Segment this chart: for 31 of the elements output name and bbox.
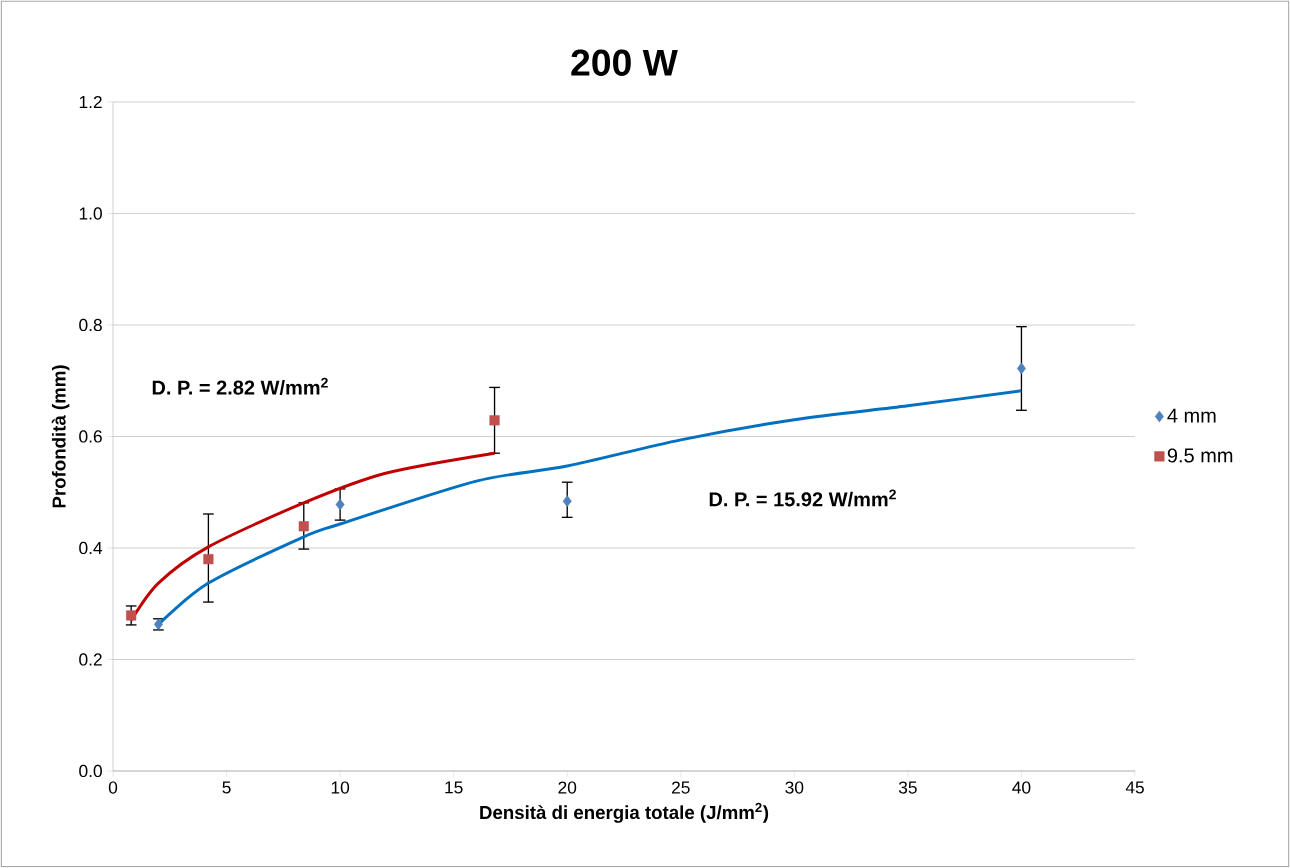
y-axis-title: Profondità (mm) <box>51 365 70 508</box>
y-tick-label: 0.8 <box>79 318 102 332</box>
x-tick-label: 25 <box>672 781 690 794</box>
x-tick-label: 10 <box>331 781 350 794</box>
legend-label: 9.5 mm <box>1167 448 1233 463</box>
y-tick-label: 0.4 <box>79 541 103 555</box>
point <box>126 610 137 621</box>
y-tick-label: 0.6 <box>79 430 102 443</box>
legend-label: 4 mm <box>1167 408 1216 423</box>
x-tick-label: 40 <box>1012 781 1031 794</box>
point <box>335 498 345 511</box>
y-tick-label: 1.0 <box>79 207 102 220</box>
y-tick-label: 0.2 <box>79 653 102 666</box>
annotation: D. P. = 15.92 W/mm$^{2}$ <box>709 489 896 507</box>
y-tick-label: 0.0 <box>79 764 102 778</box>
y-tick-label: 1.2 <box>79 95 102 109</box>
annotation: D. P. = 2.82 W/mm$^{2}$ <box>152 377 328 395</box>
chart-title: 200 W <box>571 49 678 76</box>
x-tick-label: 45 <box>1125 781 1144 794</box>
point <box>1016 362 1026 375</box>
point <box>562 495 572 508</box>
point <box>203 554 214 565</box>
x-tick-label: 35 <box>898 781 917 794</box>
point <box>298 521 309 532</box>
x-tick-label: 15 <box>445 781 463 794</box>
x-axis-title: Densità di energia totale (J/mm$^{2}$) <box>480 802 769 823</box>
x-tick-label: 30 <box>785 781 804 794</box>
x-tick-label: 5 <box>222 781 231 794</box>
point <box>489 415 500 426</box>
x-tick-label: 20 <box>558 781 577 794</box>
x-tick-label: 0 <box>108 781 118 794</box>
